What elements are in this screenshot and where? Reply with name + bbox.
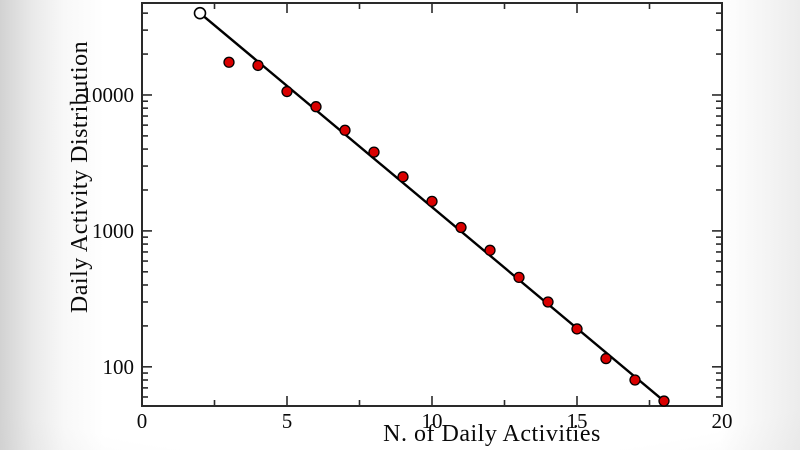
data-point [542,296,554,308]
x-tick-label: 20 [711,409,733,433]
y-tick-label: 10000 [81,82,135,107]
data-point [368,146,380,158]
exponential-fit-line [199,12,665,402]
data-point [223,56,235,68]
data-point [629,374,641,386]
data-point [339,124,351,136]
data-point [397,171,409,183]
x-axis-title: N. of Daily Activities [383,421,601,447]
data-point [513,271,525,284]
y-axis-title: Daily Activity Distribution [67,40,93,314]
data-point [455,221,467,234]
data-point [571,323,583,335]
y-tick-label: 100 [102,354,135,379]
data-point [281,85,293,98]
data-point [484,244,496,256]
x-tick-label: 10 [421,409,443,433]
data-point [600,352,612,365]
data-point [426,195,438,207]
x-tick-label: 5 [281,409,293,433]
data-point [658,395,670,407]
x-tick-label: 0 [136,409,148,433]
x-tick-label: 15 [566,409,588,433]
open-data-point [193,6,207,20]
data-point [252,59,264,72]
data-point [310,101,322,113]
y-tick-label: 1000 [92,218,134,243]
